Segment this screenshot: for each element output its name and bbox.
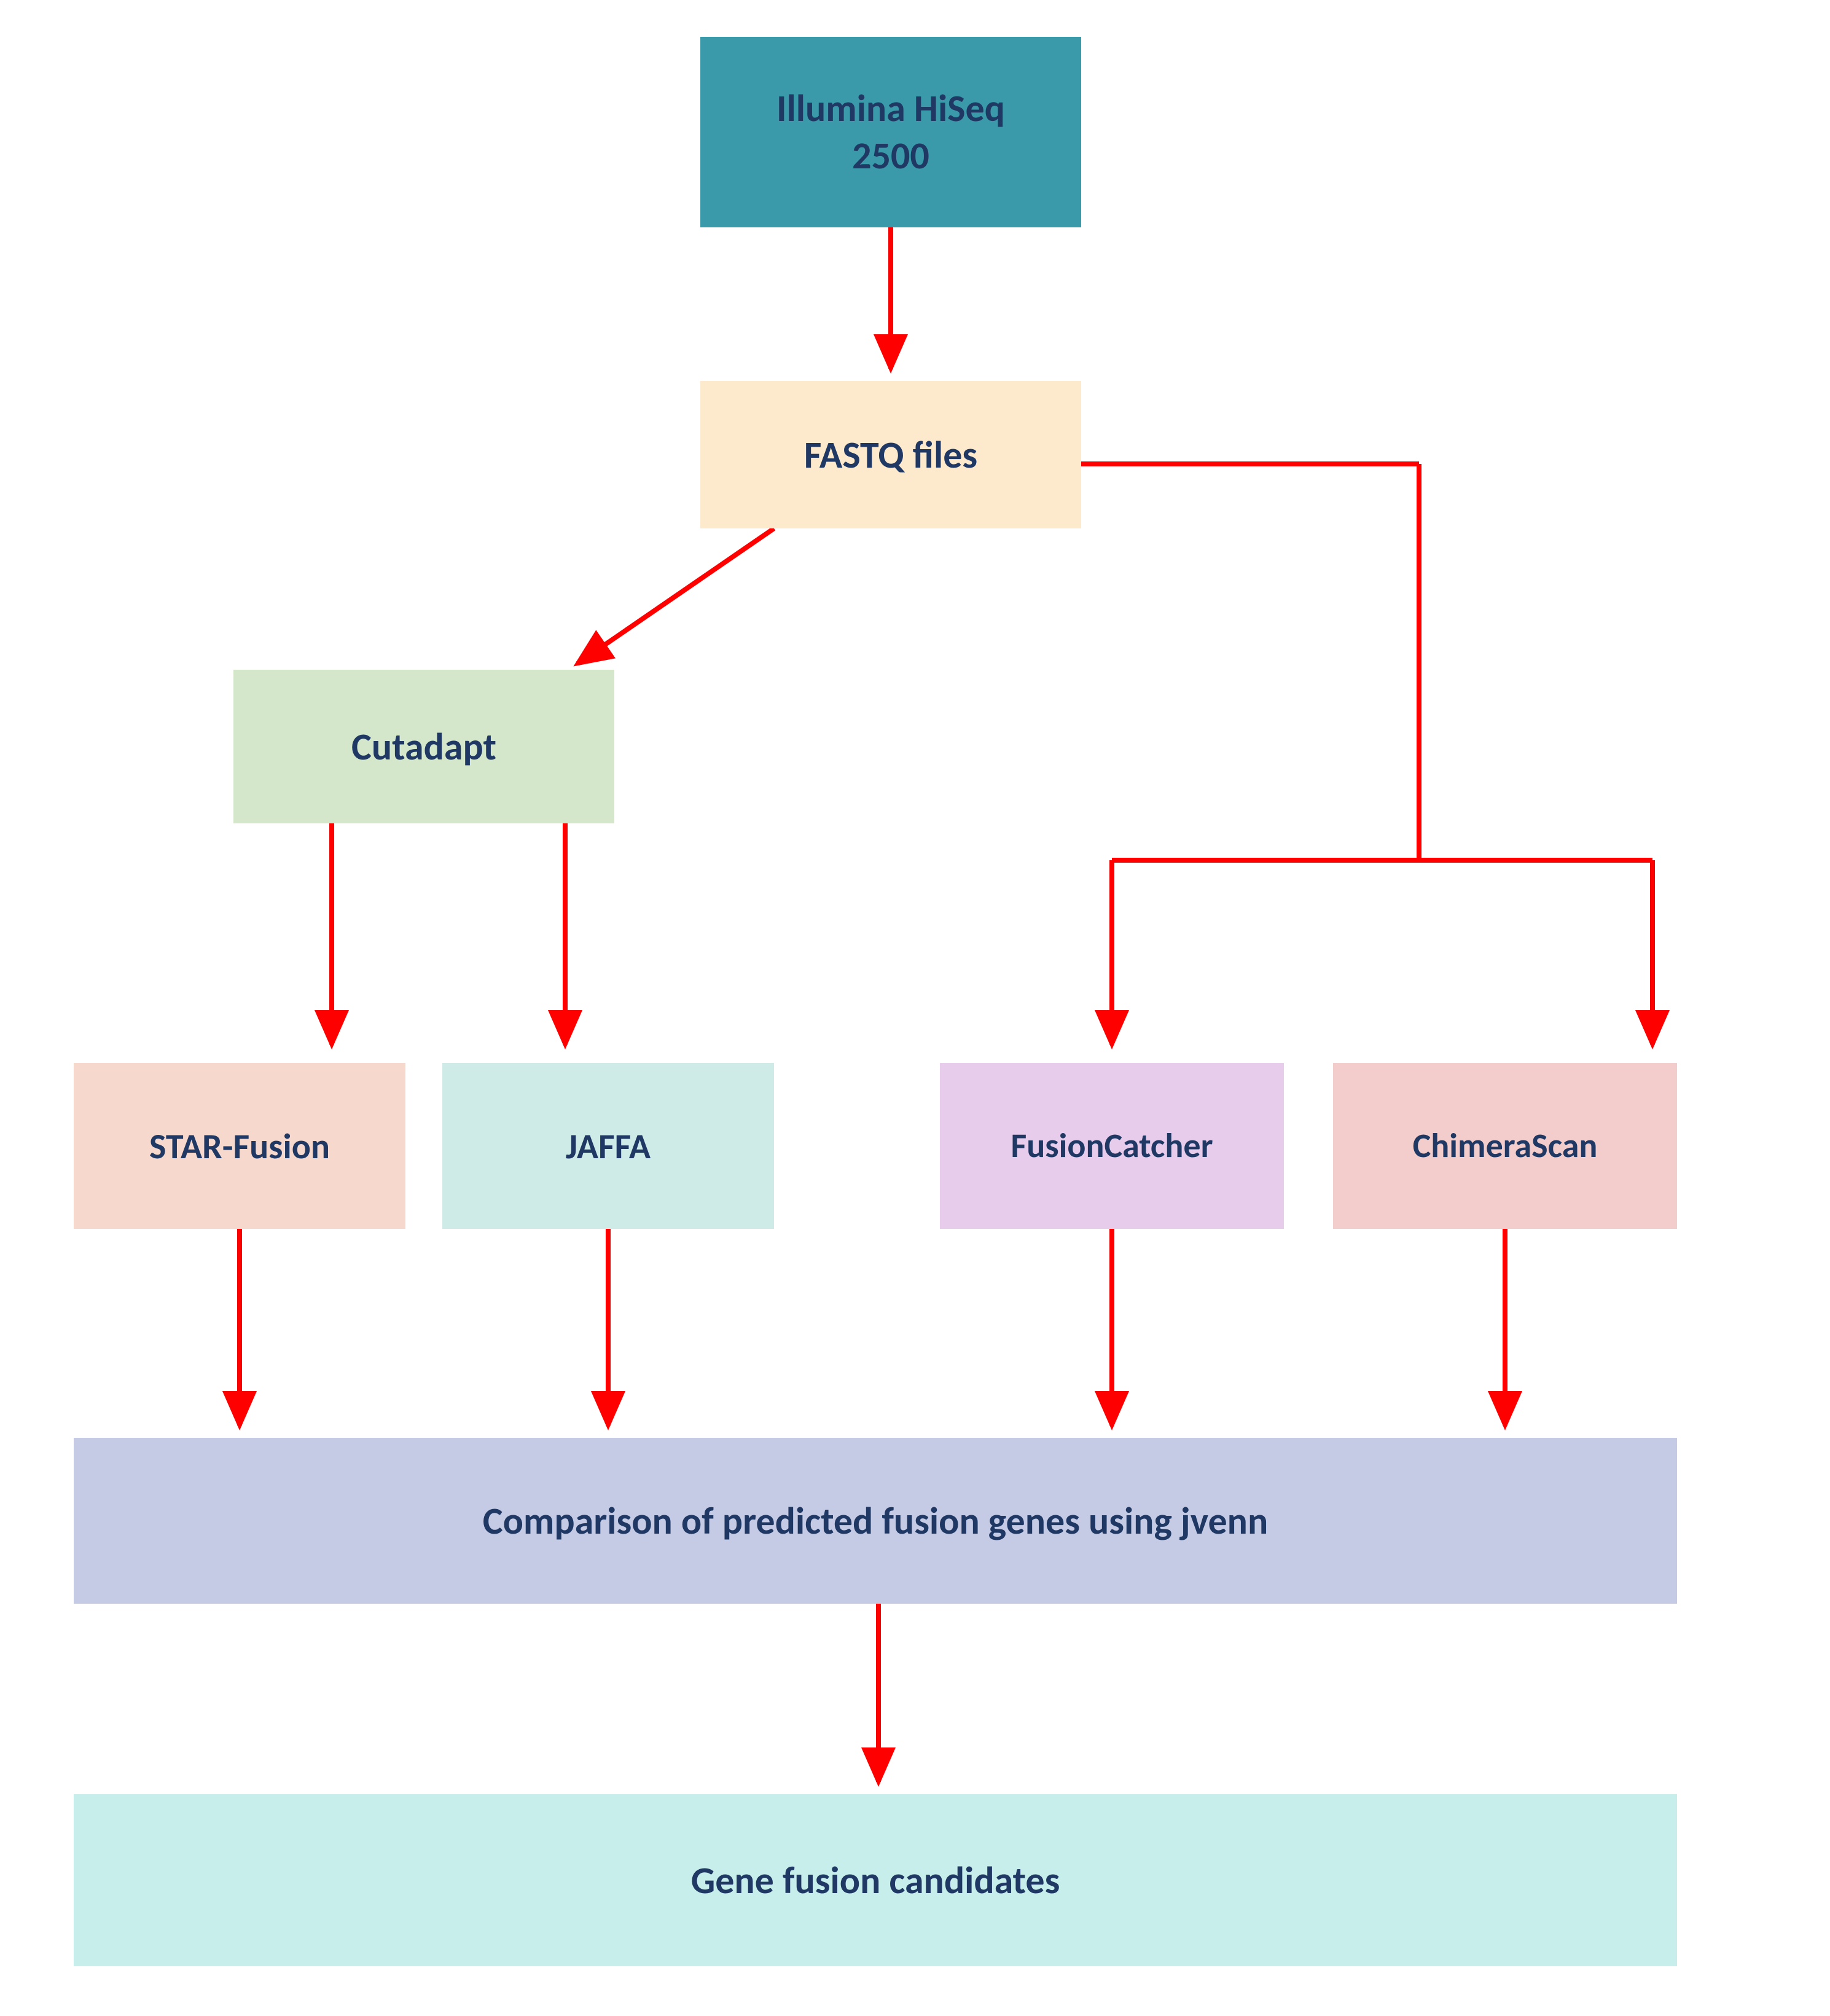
node-comparison: Comparison of predicted fusion genes usi… [74, 1438, 1677, 1604]
node-jaffa: JAFFA [442, 1063, 774, 1229]
node-starfusion: STAR-Fusion [74, 1063, 405, 1229]
node-fastq: FASTQ files [700, 381, 1081, 528]
node-fusioncatcher: FusionCatcher [940, 1063, 1284, 1229]
node-chimerascan: ChimeraScan [1333, 1063, 1677, 1229]
flowchart-edges [0, 0, 1830, 2016]
node-candidates: Gene fusion candidates [74, 1794, 1677, 1966]
node-illumina: Illumina HiSeq 2500 [700, 37, 1081, 227]
node-cutadapt: Cutadapt [233, 670, 614, 823]
